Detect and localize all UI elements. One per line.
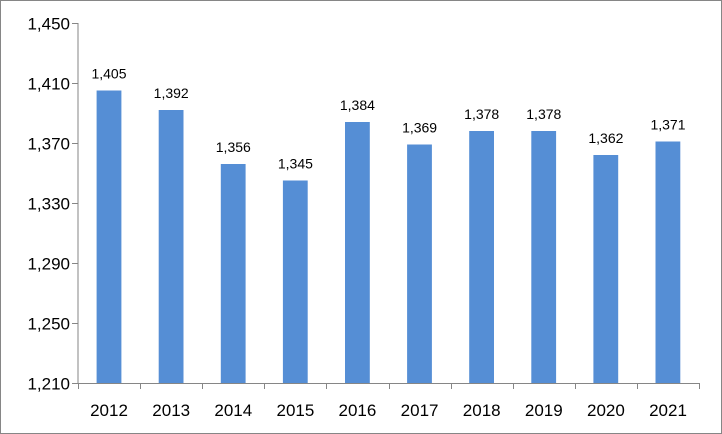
bars <box>96 90 681 383</box>
bar <box>531 131 557 383</box>
x-axis: 2012 2013 2014 2015 2016 2017 2018 2019 2020 2021 <box>78 383 700 420</box>
bar <box>96 90 122 383</box>
x-tick-label: 2012 <box>90 401 128 420</box>
data-label: 1,378 <box>464 106 499 122</box>
bar <box>220 164 246 383</box>
y-axis: 1,210 1,250 1,290 1,330 1,370 1,410 1,450 <box>27 15 79 394</box>
data-label: 1,369 <box>402 120 437 136</box>
x-tick-label: 2015 <box>276 401 314 420</box>
data-label: 1,356 <box>216 139 251 155</box>
data-label: 1,405 <box>91 66 126 82</box>
bar <box>469 131 494 383</box>
bar <box>655 141 681 383</box>
x-tick-label: 2020 <box>587 401 625 420</box>
data-label: 1,362 <box>588 130 623 146</box>
y-tick-label: 1,290 <box>27 255 70 274</box>
bar <box>345 122 370 383</box>
bar <box>593 155 619 383</box>
data-label: 1,384 <box>340 97 375 113</box>
data-label: 1,378 <box>526 106 561 122</box>
x-tick-label: 2018 <box>463 401 501 420</box>
y-tick-label: 1,450 <box>27 15 70 34</box>
data-labels: 1,405 1,392 1,356 1,345 1,384 1,369 1,378 1,378… <box>91 66 685 172</box>
y-tick-label: 1,330 <box>27 195 70 214</box>
y-tick-label: 1,210 <box>27 375 70 394</box>
y-tick-label: 1,250 <box>27 315 70 334</box>
bar <box>282 180 308 383</box>
data-label: 1,392 <box>154 85 189 101</box>
x-tick-label: 2021 <box>649 401 687 420</box>
data-label: 1,345 <box>278 156 313 172</box>
x-tick-label: 2019 <box>525 401 563 420</box>
y-tick-label: 1,410 <box>27 75 70 94</box>
bar <box>158 110 184 383</box>
x-tick-label: 2014 <box>214 401 252 420</box>
data-label: 1,371 <box>650 117 685 133</box>
y-tick-label: 1,370 <box>27 135 70 154</box>
x-tick-label: 2017 <box>401 401 439 420</box>
x-tick-label: 2016 <box>338 401 376 420</box>
x-tick-label: 2013 <box>152 401 190 420</box>
bar <box>407 144 432 383</box>
